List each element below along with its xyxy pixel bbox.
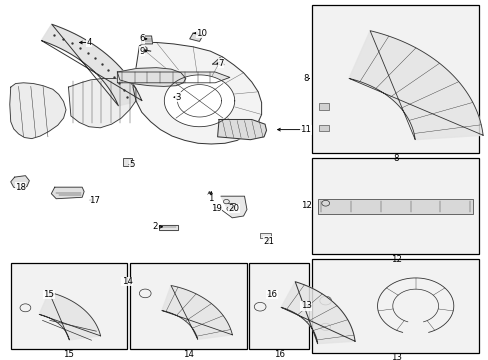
- Text: 20: 20: [228, 204, 239, 213]
- Bar: [249, 263, 308, 349]
- Polygon shape: [51, 187, 84, 199]
- Text: 16: 16: [266, 290, 277, 299]
- Text: 10: 10: [196, 29, 206, 37]
- Text: 7: 7: [218, 59, 224, 68]
- Text: 2: 2: [152, 222, 158, 231]
- Polygon shape: [281, 282, 354, 344]
- Text: 6: 6: [139, 34, 144, 43]
- Bar: [311, 5, 478, 153]
- Bar: [227, 203, 235, 208]
- Text: 13: 13: [390, 354, 401, 360]
- Text: 16: 16: [273, 350, 284, 359]
- Text: 11: 11: [300, 125, 310, 134]
- Polygon shape: [162, 285, 232, 339]
- Polygon shape: [68, 78, 136, 128]
- Bar: [319, 103, 328, 110]
- Text: 15: 15: [43, 290, 54, 299]
- Bar: [11, 263, 127, 349]
- Text: 14: 14: [122, 277, 132, 286]
- Bar: [260, 233, 270, 238]
- Polygon shape: [141, 36, 152, 44]
- Text: 12: 12: [390, 255, 401, 264]
- Bar: [311, 158, 478, 254]
- Bar: [319, 125, 328, 131]
- Polygon shape: [221, 196, 246, 218]
- Text: 21: 21: [263, 237, 274, 246]
- Polygon shape: [39, 292, 101, 340]
- Polygon shape: [10, 83, 66, 139]
- Text: 13: 13: [300, 302, 311, 310]
- Polygon shape: [41, 24, 142, 106]
- Text: 12: 12: [300, 201, 311, 210]
- Polygon shape: [11, 176, 29, 189]
- Text: 9: 9: [139, 46, 144, 55]
- Bar: [317, 199, 472, 214]
- Polygon shape: [133, 42, 261, 144]
- Polygon shape: [348, 31, 482, 140]
- Polygon shape: [164, 75, 234, 127]
- Text: 5: 5: [129, 160, 135, 169]
- Polygon shape: [189, 33, 203, 41]
- Text: 8: 8: [392, 154, 398, 163]
- Bar: [123, 158, 132, 166]
- Polygon shape: [117, 68, 185, 86]
- Text: 8: 8: [303, 74, 308, 83]
- Text: 18: 18: [15, 183, 26, 192]
- Text: 19: 19: [210, 204, 221, 213]
- Text: 1: 1: [208, 194, 214, 203]
- Text: 3: 3: [175, 93, 181, 102]
- Polygon shape: [159, 225, 178, 230]
- Text: 15: 15: [63, 350, 74, 359]
- Polygon shape: [217, 120, 266, 140]
- Polygon shape: [117, 72, 229, 83]
- Polygon shape: [212, 58, 224, 65]
- Text: 14: 14: [183, 350, 193, 359]
- Bar: [129, 263, 246, 349]
- Bar: [311, 259, 478, 353]
- Text: 4: 4: [86, 38, 92, 47]
- Text: 17: 17: [89, 196, 100, 204]
